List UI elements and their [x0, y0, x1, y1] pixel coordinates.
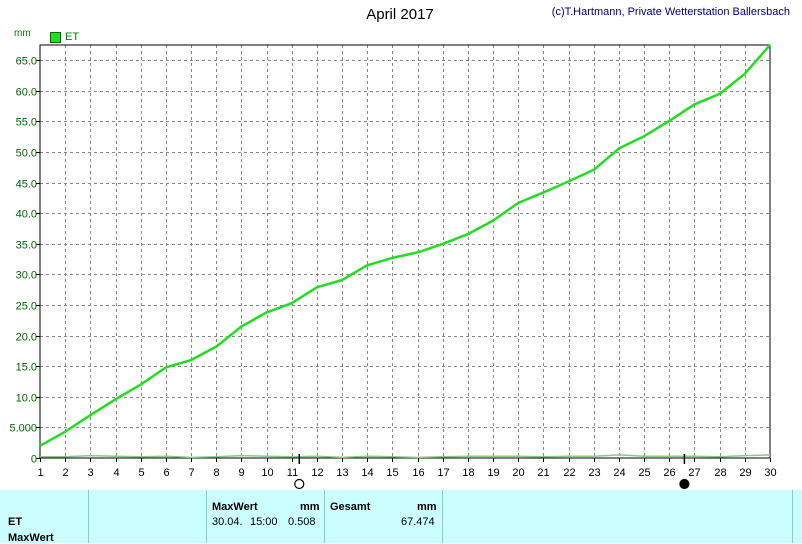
table-divider	[88, 490, 89, 543]
x-tick-label: 6	[163, 467, 169, 479]
x-tick-label: 2	[62, 467, 68, 479]
x-tick-label: 18	[462, 467, 474, 479]
x-tick-label: 3	[87, 467, 93, 479]
table-divider	[324, 490, 325, 543]
x-tick-label: 12	[311, 467, 323, 479]
series-group	[40, 45, 770, 457]
x-tick-label: 23	[588, 467, 600, 479]
x-tick-label: 9	[238, 467, 244, 479]
plot-frame	[40, 45, 770, 458]
x-tick-label: 19	[487, 467, 499, 479]
y-tick-label: 40.0	[16, 209, 37, 221]
x-tick-label: 7	[188, 467, 194, 479]
full-moon-icon	[295, 480, 304, 489]
summary-table: ET MaxWert MaxWert mm 30.04. 15:00 0.508…	[0, 490, 802, 543]
x-tick-label: 17	[437, 467, 449, 479]
x-tick-label: 8	[213, 467, 219, 479]
x-tick-label: 22	[563, 467, 575, 479]
row-label-maxwert: MaxWert	[8, 532, 54, 544]
y-tick-label: 20.0	[16, 332, 37, 344]
row-label-et: ET	[8, 516, 22, 528]
x-tick-label: 1	[37, 467, 43, 479]
table-divider	[792, 490, 793, 543]
max-date: 30.04.	[212, 516, 243, 528]
y-axis: 0 5.000 10.0 15.0 20.0 25.0 30.0 35.0 40.0 45.0 50…	[9, 56, 40, 466]
total-unit: mm	[417, 501, 437, 513]
table-divider	[206, 490, 207, 543]
x-tick-label: 20	[512, 467, 524, 479]
x-tick-label: 5	[138, 467, 144, 479]
y-tick-label: 45.0	[16, 179, 37, 191]
credit-text: (c)T.Hartmann, Private Wetterstation Bal…	[552, 6, 790, 18]
x-tick-label: 14	[361, 467, 373, 479]
y-tick-label: 35.0	[16, 240, 37, 252]
x-tick-label: 27	[688, 467, 700, 479]
x-tick-label: 13	[336, 467, 348, 479]
y-tick-label: 5.000	[9, 423, 37, 435]
y-unit-label: mm	[14, 28, 31, 39]
x-tick-label: 15	[386, 467, 398, 479]
chart-title: April 2017	[340, 6, 460, 23]
x-tick-label: 16	[412, 467, 424, 479]
y-tick-label: 10.0	[16, 393, 37, 405]
legend-swatch-et	[50, 32, 61, 43]
x-tick-label: 25	[638, 467, 650, 479]
legend: ET	[50, 31, 79, 43]
new-moon-icon	[680, 480, 689, 489]
max-unit: mm	[300, 501, 320, 513]
max-value: 0.508	[288, 516, 316, 528]
x-tick-label: 28	[714, 467, 726, 479]
max-header: MaxWert	[212, 501, 258, 513]
x-tick-label: 21	[537, 467, 549, 479]
y-tick-label: 15.0	[16, 362, 37, 374]
chart: 0 5.000 10.0 15.0 20.0 25.0 30.0 35.0 40.0 45.0 50…	[0, 0, 802, 490]
y-tick-label: 0	[31, 454, 37, 466]
y-tick-label: 25.0	[16, 301, 37, 313]
y-tick-label: 65.0	[16, 56, 37, 68]
legend-label-et: ET	[65, 31, 79, 43]
series-line-et-daily	[40, 455, 770, 458]
y-tick-label: 30.0	[16, 270, 37, 282]
y-tick-label: 50.0	[16, 148, 37, 160]
y-tick-label: 55.0	[16, 117, 37, 129]
x-tick-label: 10	[261, 467, 273, 479]
x-tick-label: 29	[739, 467, 751, 479]
x-tick-label: 26	[663, 467, 675, 479]
total-value: 67.474	[401, 516, 435, 528]
x-tick-label: 11	[287, 467, 298, 479]
x-tick-label: 30	[764, 467, 776, 479]
y-tick-label: 60.0	[16, 87, 37, 99]
series-line-et	[40, 45, 770, 446]
x-tick-label: 24	[613, 467, 625, 479]
table-divider	[442, 490, 443, 543]
total-header: Gesamt	[330, 501, 370, 513]
grid	[40, 45, 770, 458]
x-tick-label: 4	[113, 467, 119, 479]
max-time: 15:00	[250, 516, 278, 528]
